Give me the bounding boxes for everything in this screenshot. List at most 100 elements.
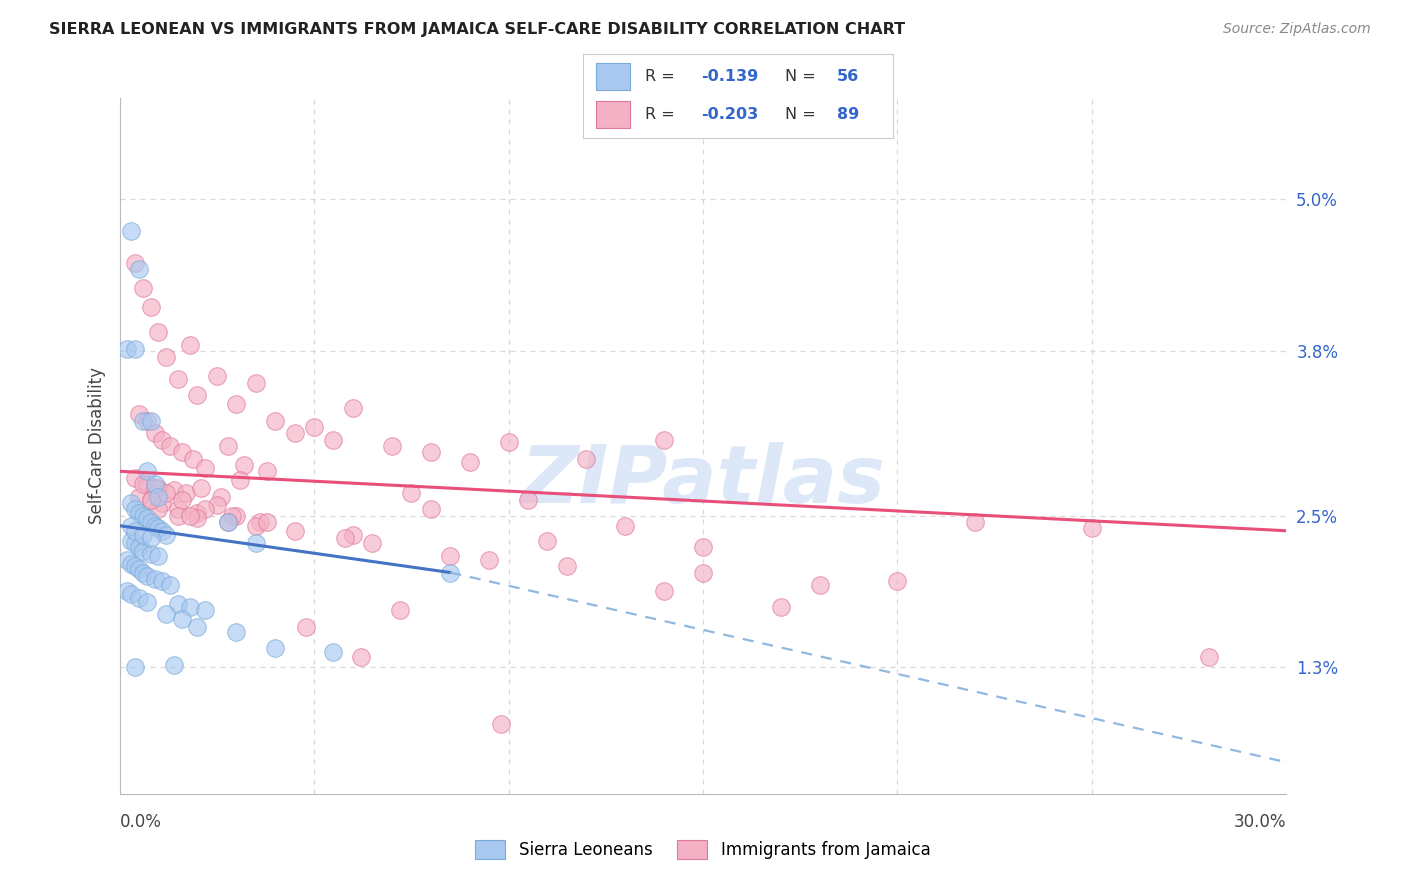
Point <box>225 397 247 411</box>
Point <box>458 455 481 469</box>
Point <box>159 439 181 453</box>
Point <box>128 408 150 422</box>
Point <box>128 506 150 520</box>
Point <box>245 518 267 533</box>
Point <box>517 493 540 508</box>
Point <box>139 414 162 428</box>
Point <box>229 473 252 487</box>
Point <box>179 338 201 352</box>
Point <box>555 559 578 574</box>
Point <box>155 527 177 541</box>
Point <box>361 536 384 550</box>
Point <box>155 351 177 365</box>
FancyBboxPatch shape <box>596 101 630 128</box>
Point <box>135 511 157 525</box>
Point <box>135 594 157 608</box>
Point <box>186 511 208 525</box>
Point <box>692 566 714 580</box>
Point <box>139 532 162 546</box>
Point <box>143 572 166 586</box>
Point <box>245 536 267 550</box>
Point <box>295 620 318 634</box>
Point <box>132 544 155 558</box>
Point <box>186 388 208 402</box>
Point <box>132 508 155 523</box>
Point <box>150 524 173 538</box>
Point <box>179 508 201 523</box>
Point <box>148 521 170 535</box>
Point <box>498 435 520 450</box>
Point <box>139 515 162 529</box>
Point <box>652 433 675 447</box>
Text: 89: 89 <box>837 107 859 122</box>
Point <box>128 562 150 576</box>
Point <box>128 540 150 554</box>
Point <box>245 376 267 390</box>
Point <box>808 578 831 592</box>
Point <box>120 518 142 533</box>
Point <box>132 477 155 491</box>
Point <box>264 641 287 656</box>
Legend: Sierra Leoneans, Immigrants from Jamaica: Sierra Leoneans, Immigrants from Jamaica <box>468 833 938 865</box>
Text: R =: R = <box>645 69 681 84</box>
Point <box>183 451 205 466</box>
Point <box>163 483 186 498</box>
Text: N =: N = <box>785 69 821 84</box>
Point <box>769 599 792 614</box>
Point <box>124 255 146 269</box>
Point <box>342 527 364 541</box>
Point <box>143 518 166 533</box>
Point <box>124 559 146 574</box>
Point <box>575 451 598 466</box>
Point <box>139 493 162 508</box>
Point <box>166 502 188 516</box>
Point <box>205 369 228 384</box>
Point <box>120 587 142 601</box>
Point <box>419 502 441 516</box>
Point <box>233 458 256 472</box>
Point <box>135 464 157 478</box>
Point <box>120 224 142 238</box>
Point <box>143 481 166 495</box>
Point <box>439 549 461 563</box>
Point <box>1198 650 1220 665</box>
Y-axis label: Self-Care Disability: Self-Care Disability <box>87 368 105 524</box>
Point <box>283 426 307 441</box>
Point <box>194 603 217 617</box>
Point <box>117 342 139 356</box>
Point <box>166 372 188 386</box>
Point <box>256 464 278 478</box>
Point <box>692 540 714 554</box>
Point <box>186 620 208 634</box>
Point <box>120 496 142 510</box>
Point <box>388 603 411 617</box>
Text: R =: R = <box>645 107 681 122</box>
Point <box>159 578 181 592</box>
Point <box>965 515 987 529</box>
Point <box>652 584 675 599</box>
Point <box>342 401 364 415</box>
Text: -0.203: -0.203 <box>702 107 758 122</box>
Point <box>148 490 170 504</box>
Point <box>419 445 441 459</box>
Text: Source: ZipAtlas.com: Source: ZipAtlas.com <box>1223 22 1371 37</box>
Point <box>439 566 461 580</box>
Point <box>322 645 344 659</box>
Point <box>614 518 637 533</box>
Point <box>179 599 201 614</box>
Point <box>124 342 146 356</box>
Point <box>128 261 150 276</box>
Point <box>143 477 166 491</box>
Point <box>128 591 150 605</box>
Point <box>170 612 193 626</box>
Point <box>322 433 344 447</box>
Point <box>132 566 155 580</box>
Point <box>381 439 404 453</box>
Text: -0.139: -0.139 <box>702 69 758 84</box>
Point <box>124 660 146 674</box>
Point <box>478 553 501 567</box>
Point <box>135 414 157 428</box>
Point <box>217 515 239 529</box>
Point <box>124 524 146 538</box>
Point <box>128 490 150 504</box>
